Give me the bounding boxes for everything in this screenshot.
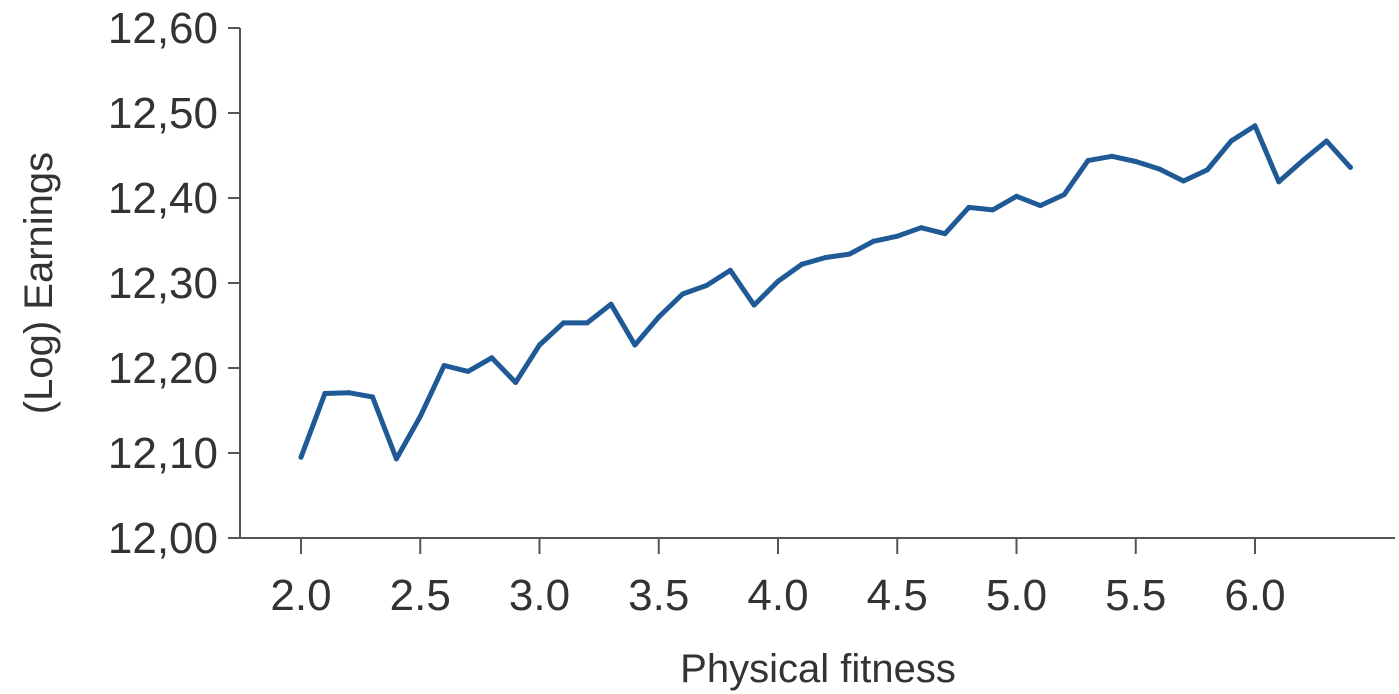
- data-point: [1347, 164, 1353, 170]
- x-tick-label: 3.5: [628, 571, 689, 620]
- y-tick-label: 12,50: [108, 89, 218, 138]
- y-tick-label: 12,20: [108, 344, 218, 393]
- y-tick-label: 12,60: [108, 4, 218, 53]
- data-point: [1157, 166, 1163, 172]
- data-point: [847, 251, 852, 257]
- data-point: [417, 413, 423, 419]
- x-tick-label: 5.5: [1105, 571, 1166, 620]
- y-tick-label: 12,10: [108, 429, 218, 478]
- data-point: [608, 301, 614, 307]
- data-point: [465, 368, 471, 374]
- data-point: [918, 225, 924, 231]
- y-tick-label: 12,40: [108, 174, 218, 223]
- data-point: [1014, 193, 1019, 199]
- y-tick-label: 12,00: [108, 514, 218, 563]
- data-point: [513, 380, 519, 385]
- data-point: [799, 261, 805, 267]
- data-point: [489, 355, 495, 361]
- data-point: [1276, 179, 1282, 185]
- data-point: [393, 456, 399, 462]
- data-point: [680, 291, 686, 297]
- y-axis-ticks: 12,00 12,10 12,20 12,30 12,40 12,50 12,60: [108, 4, 240, 563]
- x-axis-title: Physical fitness: [680, 647, 956, 691]
- data-point: [1228, 138, 1234, 144]
- data-point: [1300, 158, 1306, 164]
- data-point: [727, 267, 733, 273]
- data-point: [775, 278, 781, 284]
- data-point: [1133, 159, 1139, 164]
- data-point: [1109, 153, 1115, 159]
- x-axis-ticks: 2.0 2.5 3.0 3.5 4.0 4.5 5.0 5.5 6.0: [270, 538, 1286, 620]
- data-point: [346, 390, 352, 396]
- data-point: [370, 394, 375, 400]
- data-point: [751, 302, 757, 308]
- series-line-earnings: [298, 123, 1353, 462]
- data-point: [704, 283, 709, 288]
- data-point: [1061, 192, 1067, 198]
- data-point: [1037, 203, 1043, 209]
- data-point: [537, 342, 542, 348]
- data-point: [584, 320, 590, 326]
- y-tick-label: 12,30: [108, 259, 218, 308]
- data-point: [1085, 158, 1091, 164]
- data-point: [823, 255, 829, 260]
- x-tick-label: 2.5: [390, 571, 451, 620]
- data-point: [560, 320, 566, 326]
- data-point: [966, 204, 972, 210]
- x-tick-label: 5.0: [986, 571, 1047, 620]
- data-point: [894, 233, 900, 239]
- data-point: [1252, 123, 1258, 129]
- data-point: [1181, 178, 1186, 184]
- x-tick-label: 4.0: [747, 571, 808, 620]
- data-point: [1324, 138, 1329, 144]
- x-tick-label: 6.0: [1224, 571, 1285, 620]
- y-axis-title: (Log) Earnings: [17, 152, 61, 414]
- series-points: [298, 123, 1353, 462]
- data-point: [632, 342, 638, 348]
- data-point: [322, 391, 328, 396]
- data-point: [942, 231, 948, 237]
- data-point: [656, 314, 662, 320]
- x-tick-label: 4.5: [867, 571, 928, 620]
- data-point: [990, 207, 996, 213]
- x-tick-label: 2.0: [270, 571, 331, 620]
- data-point: [441, 363, 447, 368]
- x-tick-label: 3.0: [509, 571, 570, 620]
- data-point: [1204, 167, 1210, 173]
- data-point: [870, 238, 876, 244]
- data-point: [298, 454, 304, 460]
